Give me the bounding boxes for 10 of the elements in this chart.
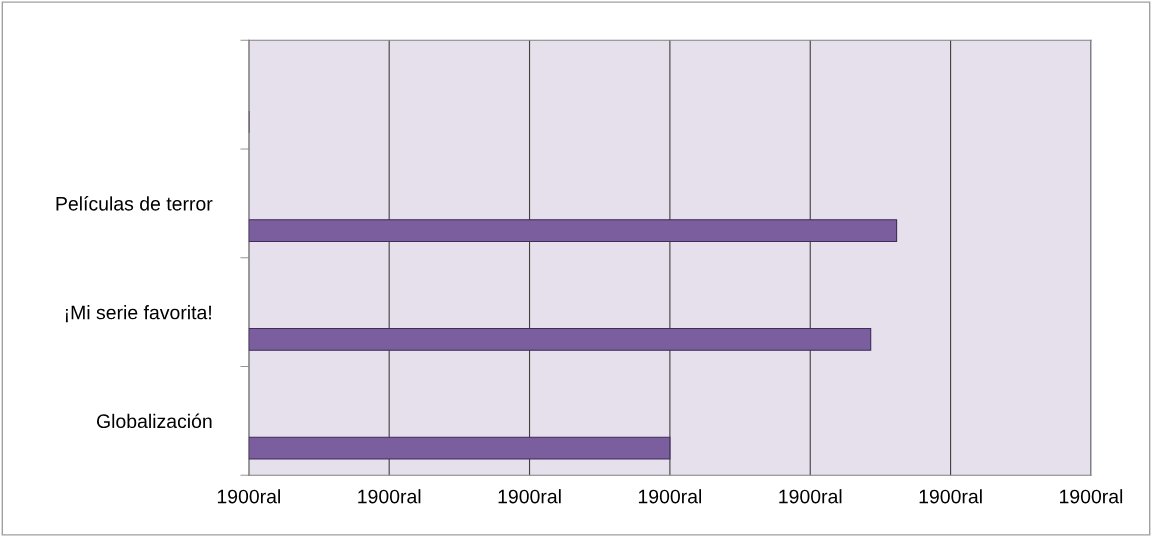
text: 1900ral <box>919 489 982 504</box>
text: 1900ral <box>1060 489 1123 504</box>
y-tick-label: ¡Mi serie favorita! <box>65 305 211 323</box>
text: 1900ral <box>638 489 702 504</box>
y-tick-label: Películas de terror <box>56 196 213 211</box>
text: 1900ral <box>217 489 280 504</box>
text: 1900ral <box>779 489 842 504</box>
text: 1900ral <box>498 489 561 504</box>
text: 1900ral <box>358 489 421 504</box>
y-tick-label: Globalización <box>96 413 212 429</box>
